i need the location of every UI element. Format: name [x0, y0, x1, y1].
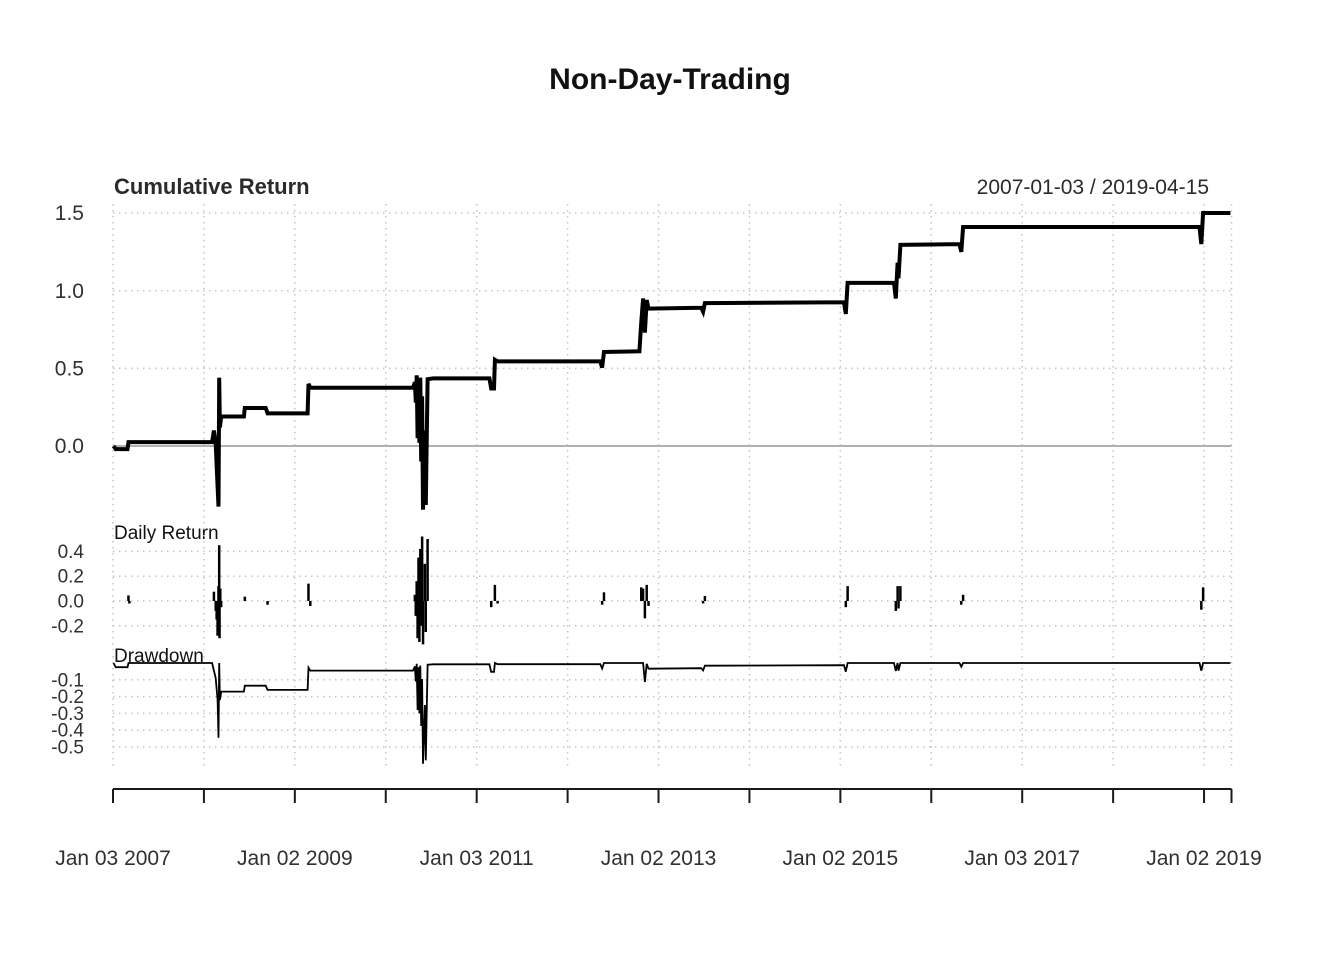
- y-tick-label: -0.5: [51, 737, 84, 758]
- y-tick-label: 0.4: [58, 542, 85, 563]
- y-tick-label: -0.2: [51, 616, 84, 637]
- y-tick-label: 1.0: [55, 280, 84, 303]
- y-tick-label: 0.5: [55, 357, 84, 380]
- y-tick-label: 0.0: [55, 435, 84, 458]
- chart-layers: 1.51.00.50.00.40.20.0-0.2-0.1-0.2-0.3-0.…: [51, 202, 1262, 870]
- cumulative-panel-title: Cumulative Return: [114, 174, 310, 199]
- y-tick-label: -0.2: [51, 687, 84, 708]
- chart-title: Non-Day-Trading: [549, 63, 791, 96]
- x-axis-label: Jan 02 2015: [783, 847, 899, 870]
- y-tick-label: 0.2: [58, 567, 84, 588]
- cumulative-line-series: [111, 211, 1231, 510]
- y-tick-label: -0.1: [51, 670, 84, 691]
- x-axis-label: Jan 02 2019: [1146, 847, 1262, 870]
- y-tick-label: 1.5: [55, 202, 84, 225]
- y-tick-label: 0.0: [58, 591, 84, 612]
- x-axis-label: Jan 02 2013: [601, 847, 717, 870]
- date-range-label: 2007-01-03 / 2019-04-15: [977, 176, 1209, 199]
- y-tick-label: -0.3: [51, 704, 84, 725]
- x-axis-label: Jan 03 2017: [964, 847, 1080, 870]
- y-tick-label: -0.4: [51, 721, 84, 742]
- drawdown-line-series: [112, 661, 1231, 764]
- x-axis-label: Jan 02 2009: [237, 847, 353, 870]
- daily-return-panel-title: Daily Return: [114, 523, 219, 544]
- x-axis-label: Jan 03 2007: [55, 847, 171, 870]
- drawdown-panel-title: Drawdown: [114, 646, 204, 667]
- x-axis-label: Jan 03 2011: [420, 847, 534, 870]
